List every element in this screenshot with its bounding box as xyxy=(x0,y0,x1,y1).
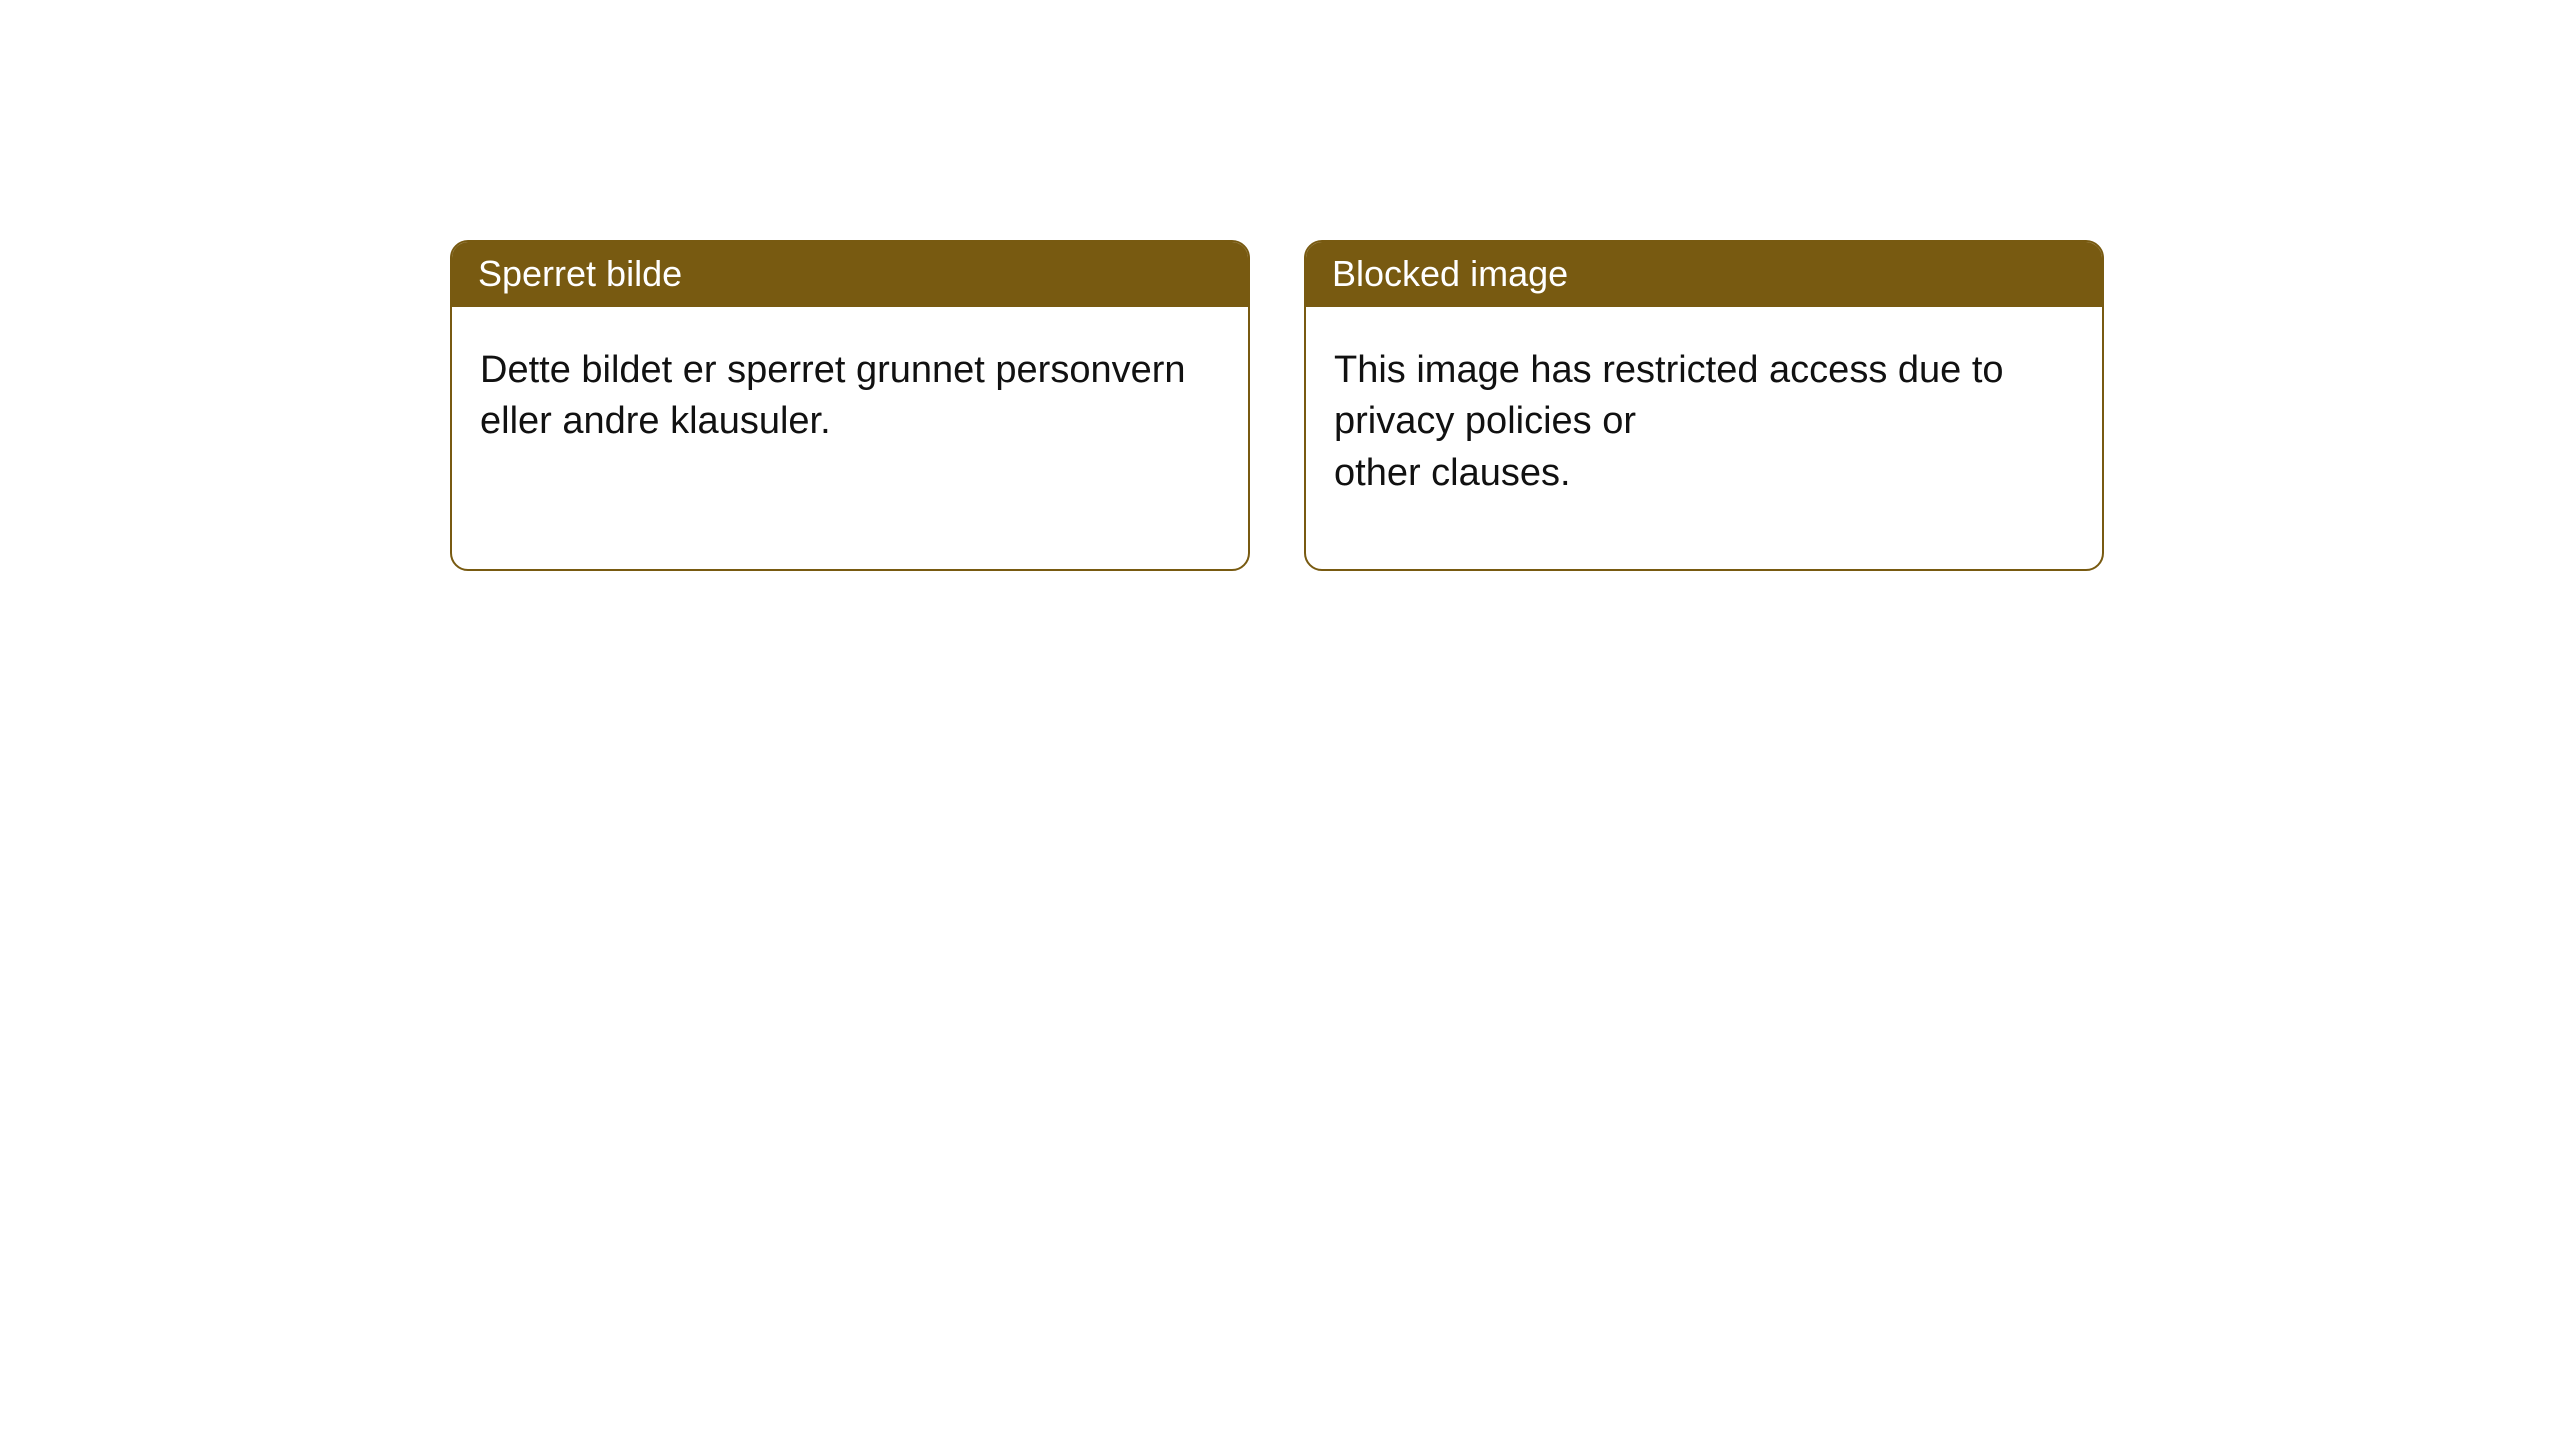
notice-card-no: Sperret bilde Dette bildet er sperret gr… xyxy=(450,240,1250,571)
notice-container: Sperret bilde Dette bildet er sperret gr… xyxy=(0,0,2560,571)
notice-card-en: Blocked image This image has restricted … xyxy=(1304,240,2104,571)
notice-body-no: Dette bildet er sperret grunnet personve… xyxy=(452,307,1248,518)
notice-body-en: This image has restricted access due to … xyxy=(1306,307,2102,569)
notice-title-en: Blocked image xyxy=(1306,242,2102,307)
notice-title-no: Sperret bilde xyxy=(452,242,1248,307)
